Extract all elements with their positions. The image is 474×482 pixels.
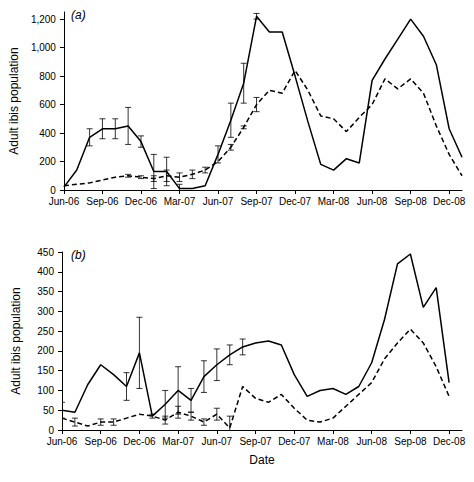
- svg-text:Mar-07: Mar-07: [164, 196, 196, 207]
- svg-text:600: 600: [39, 99, 56, 110]
- svg-text:1,000: 1,000: [31, 42, 56, 53]
- svg-text:Jun-08: Jun-08: [357, 196, 388, 207]
- svg-text:Dec-07: Dec-07: [279, 196, 312, 207]
- svg-text:Sep-08: Sep-08: [394, 436, 427, 447]
- svg-text:(b): (b): [71, 248, 86, 262]
- svg-text:Dec-06: Dec-06: [125, 196, 158, 207]
- svg-text:Sep-07: Sep-07: [239, 436, 272, 447]
- svg-text:400: 400: [37, 266, 54, 277]
- svg-text:0: 0: [48, 425, 54, 436]
- svg-text:Sep-06: Sep-06: [86, 196, 119, 207]
- svg-text:Adult ibis population: Adult ibis population: [9, 287, 23, 394]
- svg-text:Dec-08: Dec-08: [433, 196, 466, 207]
- svg-text:100: 100: [37, 385, 54, 396]
- svg-text:Jun-06: Jun-06: [47, 436, 78, 447]
- svg-text:Jun-07: Jun-07: [203, 196, 234, 207]
- svg-text:800: 800: [39, 71, 56, 82]
- svg-text:Sep-06: Sep-06: [85, 436, 118, 447]
- svg-text:Mar-08: Mar-08: [318, 196, 350, 207]
- svg-text:150: 150: [37, 365, 54, 376]
- svg-text:Jun-06: Jun-06: [49, 196, 80, 207]
- svg-text:200: 200: [39, 156, 56, 167]
- svg-text:Dec-08: Dec-08: [433, 436, 466, 447]
- svg-text:(a): (a): [71, 8, 86, 22]
- svg-text:Sep-08: Sep-08: [395, 196, 428, 207]
- svg-text:250: 250: [37, 326, 54, 337]
- svg-text:Dec-07: Dec-07: [278, 436, 311, 447]
- svg-text:Adult ibis population: Adult ibis population: [7, 47, 21, 154]
- svg-text:200: 200: [37, 345, 54, 356]
- svg-text:400: 400: [39, 128, 56, 139]
- svg-text:450: 450: [37, 247, 54, 258]
- svg-text:50: 50: [43, 405, 55, 416]
- svg-text:Dec-06: Dec-06: [123, 436, 156, 447]
- svg-text:Mar-07: Mar-07: [162, 436, 194, 447]
- svg-text:Date: Date: [249, 453, 275, 467]
- svg-text:Jun-07: Jun-07: [202, 436, 233, 447]
- svg-text:1,200: 1,200: [31, 14, 56, 25]
- svg-text:300: 300: [37, 306, 54, 317]
- svg-text:Mar-08: Mar-08: [317, 436, 349, 447]
- svg-text:Sep-07: Sep-07: [240, 196, 273, 207]
- svg-text:0: 0: [50, 185, 56, 196]
- svg-text:350: 350: [37, 286, 54, 297]
- svg-text:Jun-08: Jun-08: [356, 436, 387, 447]
